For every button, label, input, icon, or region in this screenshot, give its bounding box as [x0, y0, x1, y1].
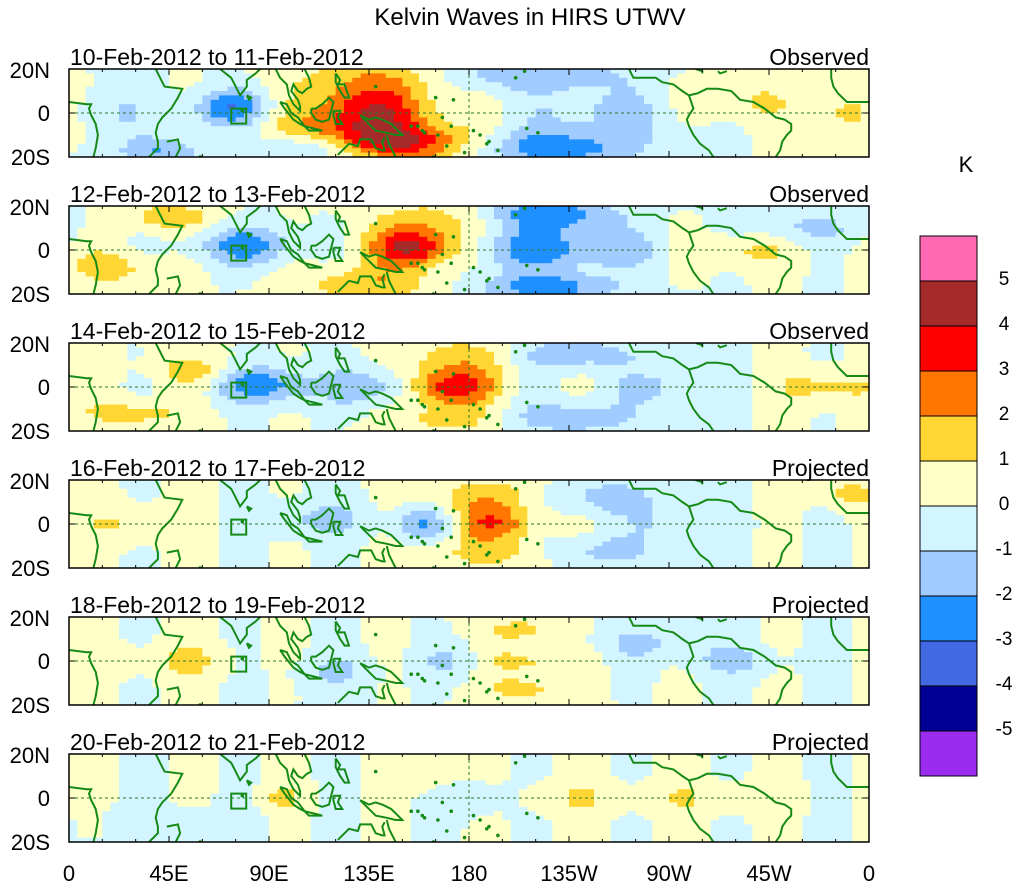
y-tick-label: 20S — [11, 693, 50, 718]
panel-date: 20-Feb-2012 to 21-Feb-2012 — [70, 729, 365, 755]
colorbar-label: 1 — [999, 449, 1010, 470]
panels: 20N 0 20S 10-Feb-2012 to 11-Feb-2012 Observe… — [10, 44, 870, 855]
panel-date: 14-Feb-2012 to 15-Feb-2012 — [70, 318, 365, 344]
y-tick-label: 20S — [11, 830, 50, 855]
figure-title: Kelvin Waves in HIRS UTWV — [374, 4, 685, 31]
colorbar-label: 3 — [999, 359, 1010, 380]
colorbar-swatch — [919, 730, 978, 777]
panel-status: Observed — [769, 181, 869, 207]
x-tick-label: 135W — [540, 861, 598, 886]
panel-3: 20N 0 20S 14-Feb-2012 to 15-Feb-2012 Observe… — [10, 318, 870, 444]
colorbar-swatch — [919, 235, 978, 282]
colorbar-swatch — [919, 595, 978, 642]
colorbar-label: -5 — [996, 719, 1013, 740]
colorbar-unit: K — [959, 152, 974, 177]
reference-box — [230, 381, 248, 399]
colorbar-swatch — [919, 370, 978, 417]
y-tick-label: 20N — [10, 332, 50, 357]
y-tick-label: 20N — [10, 195, 50, 220]
anomaly-field — [69, 754, 869, 842]
panel-frame — [68, 616, 870, 706]
y-tick-label: 0 — [38, 512, 50, 537]
panel-status: Observed — [769, 318, 869, 344]
panel-1: 20N 0 20S 10-Feb-2012 to 11-Feb-2012 Observe… — [10, 44, 870, 170]
reference-box — [230, 244, 248, 262]
colorbar-label: -3 — [996, 629, 1013, 650]
panel-4: 20N 0 20S 16-Feb-2012 to 17-Feb-2012 Project… — [10, 455, 870, 581]
panel-date: 10-Feb-2012 to 11-Feb-2012 — [70, 44, 364, 70]
x-axis: 0 45E 90E 135E 180 135W 90W 45W 0 — [63, 861, 875, 886]
y-tick-label: 20S — [11, 145, 50, 170]
anomaly-field — [69, 206, 869, 294]
colorbar-swatch — [919, 325, 978, 372]
x-tick-label: 45W — [746, 861, 791, 886]
panel-frame — [68, 205, 870, 295]
colorbar-label: -1 — [996, 539, 1013, 560]
colorbar-swatch — [919, 550, 978, 597]
y-tick-label: 0 — [38, 375, 50, 400]
colorbar-swatch — [919, 505, 978, 552]
y-tick-label: 0 — [38, 649, 50, 674]
panel-status: Projected — [772, 729, 869, 755]
y-tick-label: 20N — [10, 606, 50, 631]
x-tick-label: 90E — [249, 861, 288, 886]
panel-frame — [68, 342, 870, 432]
x-tick-label: 45E — [149, 861, 188, 886]
colorbar-label: 4 — [999, 314, 1010, 335]
y-tick-label: 20S — [11, 419, 50, 444]
panel-date: 12-Feb-2012 to 13-Feb-2012 — [70, 181, 365, 207]
colorbar-swatch — [919, 685, 978, 732]
panel-frame — [68, 479, 870, 569]
panel-2: 20N 0 20S 12-Feb-2012 to 13-Feb-2012 Observe… — [10, 181, 870, 307]
reference-box — [230, 107, 248, 125]
x-tick-label: 0 — [63, 861, 75, 886]
coastlines — [69, 480, 869, 568]
x-tick-label: 135E — [343, 861, 394, 886]
y-tick-label: 20N — [10, 743, 50, 768]
colorbar-swatch — [919, 415, 978, 462]
x-tick-label: 180 — [451, 861, 488, 886]
colorbar-label: 0 — [999, 494, 1010, 515]
colorbar-swatch — [919, 640, 978, 687]
panel-6: 20N 0 20S 20-Feb-2012 to 21-Feb-2012 Project… — [10, 729, 870, 855]
panel-5: 20N 0 20S 18-Feb-2012 to 19-Feb-2012 Project… — [10, 592, 870, 718]
anomaly-field — [69, 343, 869, 431]
colorbar-label: -4 — [996, 674, 1013, 695]
panel-status: Observed — [769, 44, 869, 70]
colorbar-label: 2 — [999, 404, 1010, 425]
x-tick-label: 0 — [863, 861, 875, 886]
panel-date: 16-Feb-2012 to 17-Feb-2012 — [70, 455, 365, 481]
reference-box — [230, 518, 248, 536]
colorbar-swatch — [919, 280, 978, 327]
y-tick-label: 20N — [10, 58, 50, 83]
panel-frame — [68, 753, 870, 843]
y-tick-label: 20S — [11, 556, 50, 581]
colorbar: K 5 4 3 2 1 0 -1 -2 -3 -4 -5 — [919, 152, 1013, 777]
y-tick-label: 0 — [38, 101, 50, 126]
colorbar-swatch — [919, 460, 978, 507]
coastlines — [69, 617, 869, 705]
reference-box — [230, 655, 248, 673]
panel-status: Projected — [772, 592, 869, 618]
panel-status: Projected — [772, 455, 869, 481]
colorbar-label: 5 — [999, 269, 1010, 290]
y-tick-label: 20N — [10, 469, 50, 494]
y-tick-label: 0 — [38, 786, 50, 811]
x-tick-label: 90W — [646, 861, 691, 886]
anomaly-field — [69, 69, 869, 157]
reference-box — [230, 792, 248, 810]
coastlines — [69, 69, 869, 157]
y-tick-label: 20S — [11, 282, 50, 307]
colorbar-label: -2 — [996, 584, 1013, 605]
panel-frame — [68, 68, 870, 158]
y-tick-label: 0 — [38, 238, 50, 263]
panel-date: 18-Feb-2012 to 19-Feb-2012 — [70, 592, 365, 618]
